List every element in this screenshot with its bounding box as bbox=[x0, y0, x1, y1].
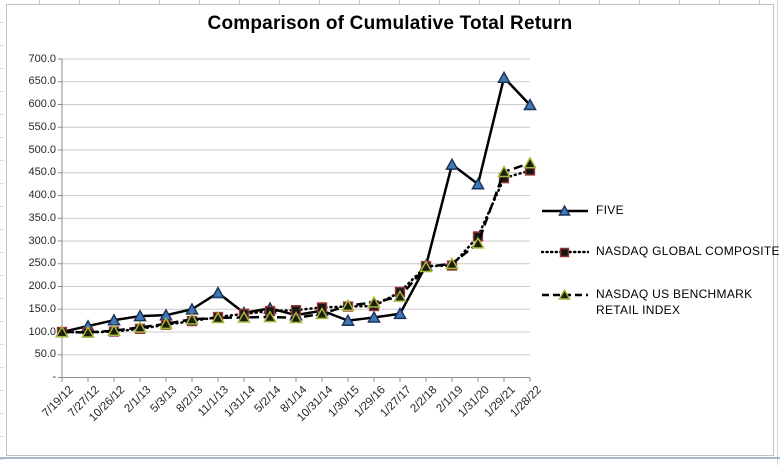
data-point-marker-2 bbox=[107, 323, 121, 336]
data-point-marker-0 bbox=[497, 70, 511, 84]
data-point-marker-2 bbox=[419, 260, 433, 273]
legend-item-nasdaq-us-benchmark-retail-index[interactable]: NASDAQ US BENCHMARK RETAIL INDEX bbox=[541, 287, 780, 318]
data-point-marker-2 bbox=[445, 256, 459, 270]
data-point-marker-0 bbox=[445, 157, 459, 170]
data-point-marker-2 bbox=[159, 316, 173, 330]
y-axis-label: 550.0 bbox=[28, 120, 56, 133]
data-point-marker-0 bbox=[211, 286, 225, 299]
y-axis-label: 100.0 bbox=[28, 325, 56, 338]
data-point-marker-2 bbox=[55, 325, 69, 338]
y-axis-label: 300.0 bbox=[28, 234, 56, 247]
y-axis-label: 200.0 bbox=[28, 280, 56, 292]
data-point-marker-2 bbox=[497, 165, 511, 178]
legend-line-sample bbox=[542, 288, 588, 300]
y-axis-label: 250.0 bbox=[28, 257, 56, 270]
y-axis-label: 150.0 bbox=[28, 302, 56, 315]
data-point-marker-0 bbox=[367, 310, 381, 323]
data-point-marker-2 bbox=[185, 312, 199, 325]
data-point-marker-2 bbox=[289, 311, 303, 324]
data-point-marker-0 bbox=[393, 306, 407, 320]
data-point-marker-2 bbox=[211, 311, 225, 324]
y-axis-label: - bbox=[52, 371, 56, 383]
data-point-marker-2 bbox=[393, 289, 407, 302]
legend-line-sample bbox=[542, 204, 588, 216]
y-axis-label: 350.0 bbox=[28, 211, 56, 224]
worksheet-row-gridlines bbox=[0, 0, 4, 465]
data-point-marker-2 bbox=[81, 325, 95, 338]
y-axis-label: 700.0 bbox=[28, 52, 56, 65]
triangle-marker-icon bbox=[558, 204, 571, 216]
data-point-marker-0 bbox=[341, 313, 355, 326]
legend-label: FIVE bbox=[596, 203, 624, 217]
data-point-marker-0 bbox=[471, 177, 485, 190]
legend-label: NASDAQ US BENCHMARK RETAIL INDEX bbox=[596, 287, 753, 317]
data-point-marker-0 bbox=[523, 98, 537, 111]
legend-item-nasdaq-global-composite[interactable]: NASDAQ GLOBAL COMPOSITE bbox=[541, 244, 780, 260]
series-line-0 bbox=[61, 76, 531, 334]
data-point-marker-2 bbox=[315, 306, 329, 320]
y-axis-label: 600.0 bbox=[28, 98, 56, 110]
y-axis-label: 500.0 bbox=[28, 143, 56, 156]
data-point-marker-2 bbox=[237, 310, 251, 323]
legend-item-five[interactable]: FIVE bbox=[541, 203, 624, 219]
chart-title: Comparison of Cumulative Total Return bbox=[207, 13, 573, 34]
data-point-marker-2 bbox=[341, 298, 355, 311]
triangle-marker-icon bbox=[558, 288, 571, 300]
legend-label: NASDAQ GLOBAL COMPOSITE bbox=[596, 244, 780, 258]
y-axis-label: 50.0 bbox=[34, 348, 56, 361]
worksheet-column-gridline bbox=[777, 0, 778, 465]
worksheet-column-gridlines bbox=[0, 0, 780, 4]
legend-line-sample bbox=[541, 247, 589, 258]
data-point-marker-2 bbox=[263, 310, 277, 323]
data-point-marker-2 bbox=[367, 295, 381, 308]
y-axis-label: 650.0 bbox=[28, 75, 56, 88]
data-point-marker-2 bbox=[471, 236, 485, 249]
worksheet-pane-divider bbox=[0, 457, 780, 459]
data-point-marker-2 bbox=[133, 320, 147, 333]
data-point-marker-2 bbox=[523, 156, 537, 169]
y-axis-label: 400.0 bbox=[28, 189, 56, 201]
chart-frame[interactable] bbox=[6, 4, 774, 456]
y-axis-label: 450.0 bbox=[28, 166, 56, 179]
square-marker-icon bbox=[559, 247, 570, 258]
